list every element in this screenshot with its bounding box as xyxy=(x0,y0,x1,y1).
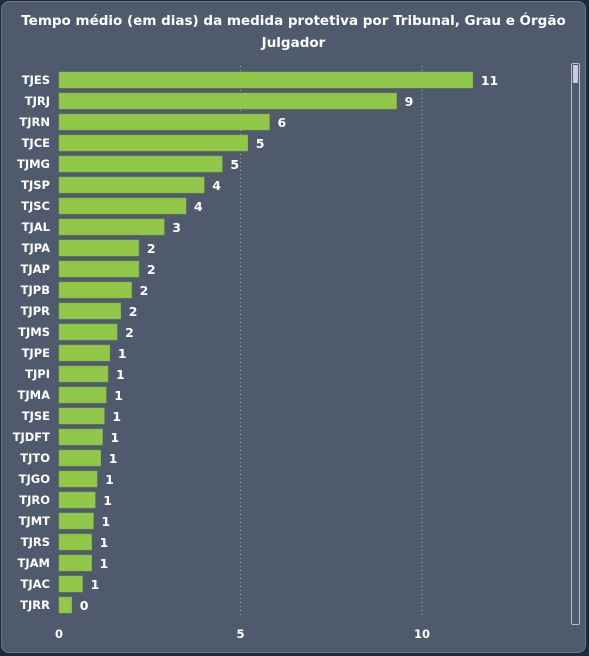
category-label-tjro: TJRO xyxy=(19,493,50,507)
value-label-tjms: 2 xyxy=(125,325,134,340)
bar-tjce xyxy=(58,134,249,152)
category-label-tjrs: TJRS xyxy=(21,535,50,549)
bar-tjrn xyxy=(58,113,270,131)
category-label-tjpe: TJPE xyxy=(22,346,51,360)
category-label-tjmt: TJMT xyxy=(19,514,51,528)
value-label-tjpr: 2 xyxy=(129,304,138,319)
category-label-tjac: TJAC xyxy=(21,577,50,591)
category-label-tjgo: TJGO xyxy=(19,472,51,486)
bar-tjro xyxy=(58,491,96,509)
category-label-tjsp: TJSP xyxy=(21,178,50,192)
category-label-tjal: TJAL xyxy=(22,220,51,234)
bar-tjms xyxy=(58,323,118,341)
category-label-tjam: TJAM xyxy=(18,556,50,570)
bar-tjpr xyxy=(58,302,121,320)
bar-tjpb xyxy=(58,281,132,299)
category-label-tjpb: TJPB xyxy=(21,283,50,297)
value-label-tjrr: 0 xyxy=(80,598,89,613)
category-label-tjma: TJMA xyxy=(18,388,51,402)
x-tick-label-0: 0 xyxy=(55,627,63,641)
value-label-tjrs: 1 xyxy=(100,535,109,550)
category-label-tjpi: TJPI xyxy=(25,367,50,381)
value-label-tjpi: 1 xyxy=(116,367,125,382)
value-label-tjam: 1 xyxy=(100,556,109,571)
value-label-tjap: 2 xyxy=(147,262,156,277)
category-label-tjrn: TJRN xyxy=(19,115,50,129)
bar-tjpi xyxy=(58,365,109,383)
value-label-tjro: 1 xyxy=(103,493,112,508)
category-label-tjce: TJCE xyxy=(22,136,51,150)
category-label-tjms: TJMS xyxy=(18,325,50,339)
category-label-tjap: TJAP xyxy=(21,262,50,276)
category-label-tjmg: TJMG xyxy=(17,157,50,171)
bar-tjrs xyxy=(58,533,92,551)
value-label-tjpb: 2 xyxy=(140,283,149,298)
bar-tjam xyxy=(58,554,92,572)
category-label-tjsc: TJSC xyxy=(21,199,50,213)
bar-tjap xyxy=(58,260,140,278)
bar-tjsp xyxy=(58,176,205,194)
value-label-tjpa: 2 xyxy=(147,241,156,256)
bar-tjes xyxy=(58,71,474,89)
bar-tjpa xyxy=(58,239,140,257)
category-label-tjrj: TJRJ xyxy=(25,94,50,108)
value-label-tjac: 1 xyxy=(91,577,100,592)
value-label-tjgo: 1 xyxy=(105,472,114,487)
value-label-tjal: 3 xyxy=(172,220,181,235)
value-label-tjmg: 5 xyxy=(230,157,239,172)
bar-tjpe xyxy=(58,344,111,362)
value-label-tjsp: 4 xyxy=(212,178,221,193)
value-label-tjto: 1 xyxy=(109,451,118,466)
bar-tjac xyxy=(58,575,83,593)
value-label-tjmt: 1 xyxy=(101,514,110,529)
bar-tjto xyxy=(58,449,101,467)
chart-title: Tempo médio (em dias) da medida protetiv… xyxy=(21,13,566,51)
category-label-tjto: TJTO xyxy=(20,451,50,465)
category-label-tjpa: TJPA xyxy=(22,241,50,255)
bar-tjdft xyxy=(58,428,103,446)
bar-tjsc xyxy=(58,197,187,215)
value-label-tjdft: 1 xyxy=(111,430,120,445)
scrollbar-thumb[interactable] xyxy=(573,65,578,83)
value-label-tjpe: 1 xyxy=(118,346,127,361)
category-label-tjse: TJSE xyxy=(22,409,50,423)
value-label-tjma: 1 xyxy=(114,388,123,403)
category-label-tjrr: TJRR xyxy=(20,598,50,612)
bar-tjmt xyxy=(58,512,94,530)
bar-tjse xyxy=(58,407,105,425)
bar-tjgo xyxy=(58,470,98,488)
bar-tjma xyxy=(58,386,107,404)
value-label-tjrj: 9 xyxy=(405,94,414,109)
chart-scrollbar[interactable] xyxy=(571,63,580,625)
category-label-tjpr: TJPR xyxy=(21,304,51,318)
bar-tjmg xyxy=(58,155,223,173)
value-label-tjrn: 6 xyxy=(278,115,287,130)
value-label-tjse: 1 xyxy=(112,409,121,424)
category-label-tjes: TJES xyxy=(22,73,50,87)
category-label-tjdft: TJDFT xyxy=(13,430,51,444)
bar-tjal xyxy=(58,218,165,236)
value-label-tjes: 11 xyxy=(481,73,498,88)
bar-tjrr xyxy=(58,596,72,614)
value-label-tjce: 5 xyxy=(256,136,265,151)
bar-tjrj xyxy=(58,92,397,110)
x-tick-label-5: 5 xyxy=(236,627,244,641)
x-tick-label-10: 10 xyxy=(414,627,430,641)
value-label-tjsc: 4 xyxy=(194,199,203,214)
